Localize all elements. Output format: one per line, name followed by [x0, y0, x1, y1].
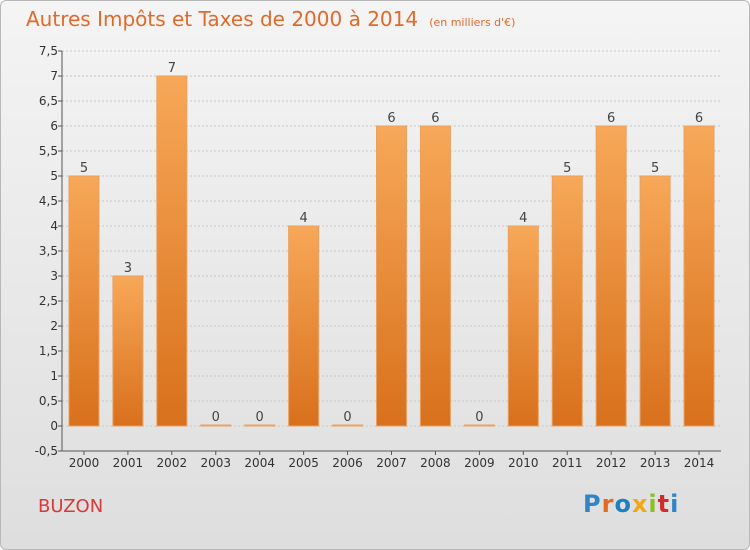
bar-value-label: 4 [519, 211, 527, 226]
x-tick-label: 2005 [288, 456, 319, 470]
bar [376, 125, 407, 427]
x-tick-label: 2001 [113, 456, 144, 470]
bar-value-label: 0 [212, 410, 220, 425]
logo-letter: x [631, 490, 649, 518]
x-tick-label: 2004 [244, 456, 275, 470]
x-tick-label: 2007 [376, 456, 407, 470]
bar-value-label: 5 [563, 161, 571, 176]
chart-title-unit: (en milliers d'€) [429, 16, 516, 29]
logo-letter: o [614, 490, 632, 518]
bar-value-label: 5 [651, 161, 659, 176]
y-tick-label: 6,5 [39, 94, 58, 108]
y-tick-label: 3 [50, 269, 58, 283]
bar-value-label: 5 [80, 161, 88, 176]
bar-value-label: 3 [124, 261, 132, 276]
y-tick-label: -0,5 [35, 444, 58, 458]
y-tick-label: 2 [50, 319, 58, 333]
x-tick-label: 2010 [508, 456, 539, 470]
bar-value-label: 0 [343, 410, 351, 425]
logo-letter: t [657, 490, 671, 518]
y-tick-label: 2,5 [39, 294, 58, 308]
bar [463, 424, 495, 427]
x-tick-label: 2013 [640, 456, 671, 470]
y-tick-label: 5 [50, 169, 58, 183]
chart-title-main: Autres Impôts et Taxes de 2000 à 2014 [26, 7, 419, 31]
bar-value-label: 6 [431, 111, 439, 126]
logo-letter: i [670, 490, 680, 518]
x-tick-label: 2011 [552, 456, 583, 470]
bar-value-label: 6 [607, 111, 615, 126]
x-tick-label: 2002 [157, 456, 188, 470]
bar [156, 75, 188, 427]
bar [332, 424, 364, 427]
y-tick-label: 7,5 [39, 44, 58, 58]
bar [507, 225, 539, 427]
y-tick-label: 5,5 [39, 144, 58, 158]
x-tick-label: 2006 [332, 456, 363, 470]
x-tick-label: 2003 [200, 456, 231, 470]
logo-letter: P [583, 490, 602, 518]
logo-letter: i [648, 490, 658, 518]
bar [68, 175, 100, 427]
bar [200, 424, 232, 427]
proxiti-logo: Proxiti [583, 490, 679, 518]
y-tick-label: 1 [50, 369, 58, 383]
bar [244, 424, 276, 427]
bar-layer: 5 3 7 0 0 4 0 6 6 0 4 5 6 5 6 [68, 61, 715, 427]
x-tick-label: 2014 [684, 456, 715, 470]
commune-name: BUZON [38, 496, 104, 517]
axis-layer: -0,5 0 0,5 1 1,5 2 2,5 3 3,5 4 4,5 5 5,5 6 6,5 7 7,5 2000… [35, 44, 721, 470]
bar-value-label: 6 [695, 111, 703, 126]
x-tick-label: 2000 [69, 456, 100, 470]
bar-value-label: 0 [256, 410, 264, 425]
y-tick-label: 3,5 [39, 244, 58, 258]
x-tick-label: 2008 [420, 456, 451, 470]
y-tick-label: 0,5 [39, 394, 58, 408]
bar [419, 125, 451, 427]
x-tick-label: 2012 [596, 456, 627, 470]
y-tick-label: 4 [50, 219, 58, 233]
logo-letter: r [601, 490, 615, 518]
bar-value-label: 7 [168, 61, 176, 76]
y-tick-label: 0 [50, 419, 58, 433]
bar-value-label: 0 [475, 410, 483, 425]
x-tick-label: 2009 [464, 456, 495, 470]
bar [595, 125, 627, 427]
y-tick-label: 6 [50, 119, 58, 133]
chart-title: Autres Impôts et Taxes de 2000 à 2014 (e… [26, 7, 515, 31]
y-tick-label: 7 [50, 69, 58, 83]
bar-value-label: 6 [387, 111, 395, 126]
y-tick-label: 4,5 [39, 194, 58, 208]
bar-value-label: 4 [299, 211, 307, 226]
bar [551, 175, 583, 427]
bar [288, 225, 320, 427]
bar [683, 125, 715, 427]
bar [112, 275, 144, 427]
bar [639, 175, 671, 427]
y-tick-label: 1,5 [39, 344, 58, 358]
